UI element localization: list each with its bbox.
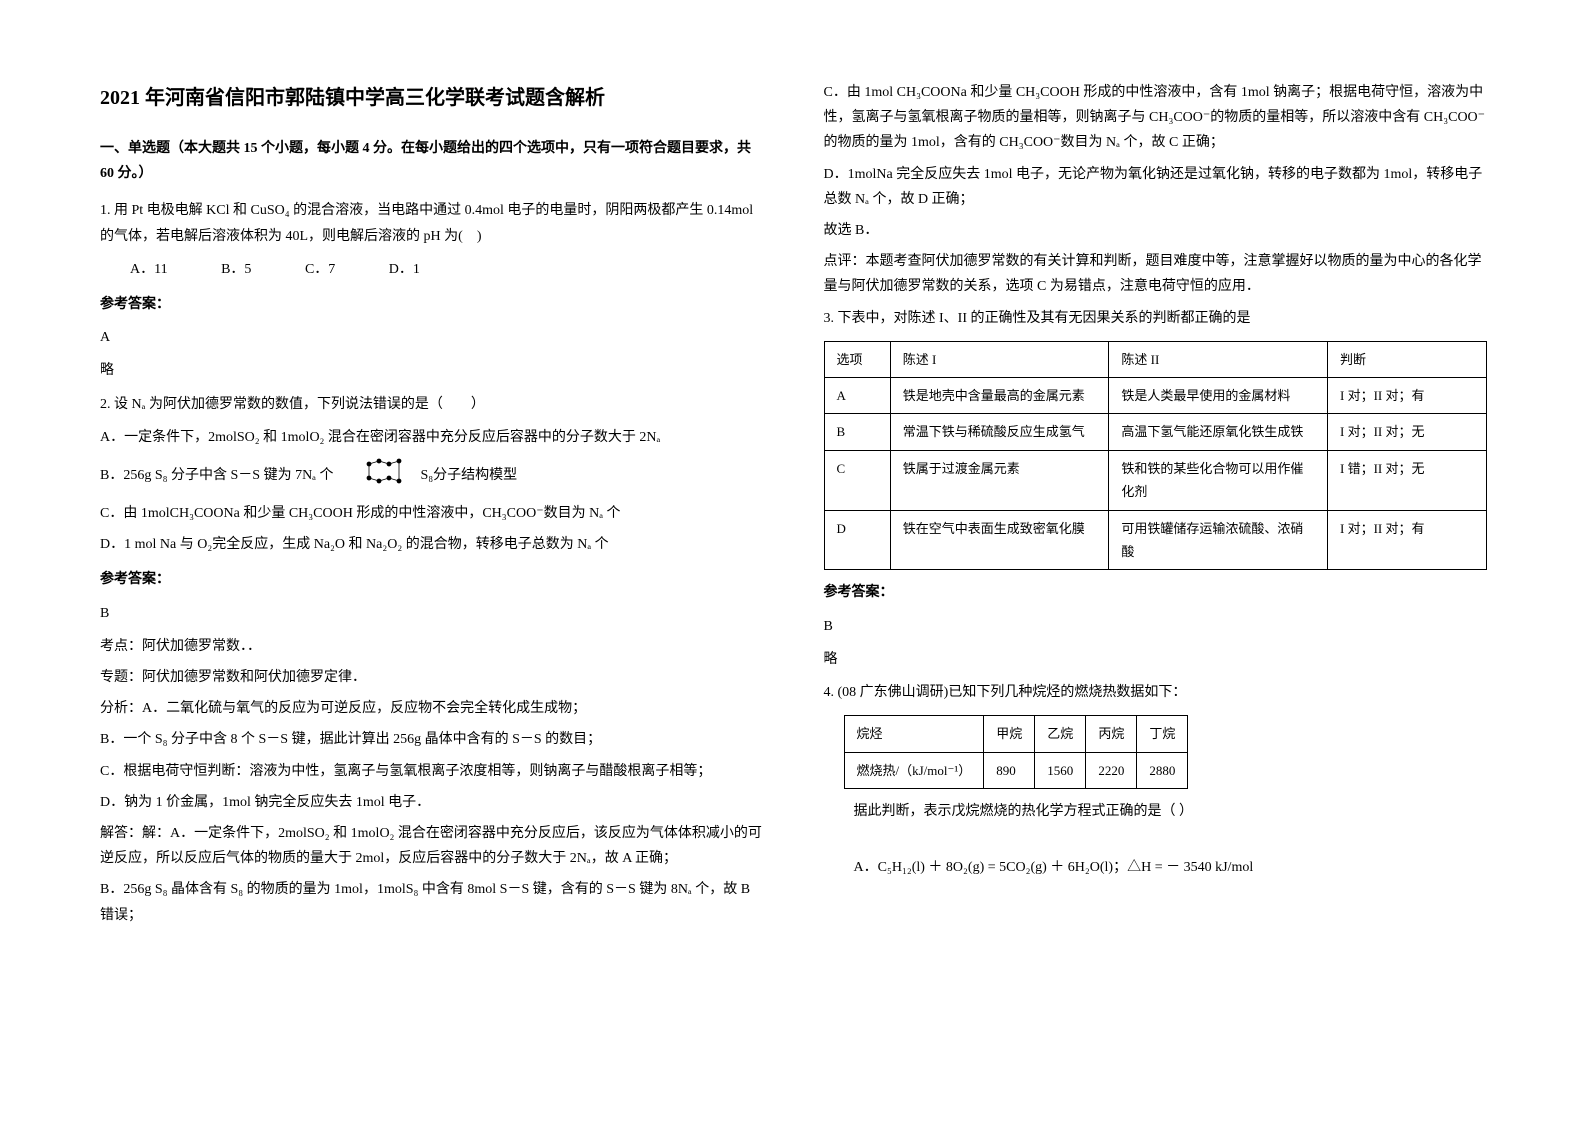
table-cell: 高温下氢气能还原氧化铁生成铁 (1109, 414, 1328, 450)
section-1-header: 一、单选题（本大题共 15 个小题，每小题 4 分。在每小题给出的四个选项中，只… (100, 136, 764, 186)
table-row: D 铁在空气中表面生成致密氧化膜 可用铁罐储存运输浓硫酸、浓硝酸 I 对；II … (824, 510, 1487, 570)
q4-option-a: A．C₅H₁₂(l) ＋ 8O₂(g) = 5CO₂(g) ＋ 6H₂O(l)；… (824, 855, 1488, 880)
table-row: A 铁是地壳中含量最高的金属元素 铁是人类最早使用的金属材料 I 对；II 对；… (824, 378, 1487, 414)
q2-line11: 故选 B． (824, 218, 1488, 243)
table-cell: B (824, 414, 890, 450)
q2-line6: D．钠为 1 价金属，1mol 钠完全反应失去 1mol 电子． (100, 790, 764, 815)
q2-line2: 专题：阿伏加德罗常数和阿伏加德罗定律． (100, 665, 764, 690)
table-cell: A (824, 378, 890, 414)
table-cell: 乙烷 (1035, 716, 1086, 752)
s8-structure-diagram (359, 456, 409, 495)
q1-option-b: B．5 (221, 257, 251, 282)
right-column: C．由 1mol CH₃COONa 和少量 CH₃COOH 形成的中性溶液中，含… (824, 80, 1488, 1042)
q2-option-c: C．由 1molCH₃COONa 和少量 CH₃COOH 形成的中性溶液中，CH… (100, 501, 764, 526)
table-cell: 可用铁罐储存运输浓硫酸、浓硝酸 (1109, 510, 1328, 570)
q1-brief: 略 (100, 358, 764, 383)
q2-line12: 点评：本题考查阿伏加德罗常数的有关计算和判断，题目难度中等，注意掌握好以物质的量… (824, 249, 1488, 299)
q2-option-d: D．1 mol Na 与 O₂完全反应，生成 Na₂O 和 Na₂O₂ 的混合物… (100, 532, 764, 557)
q3-answer-label: 参考答案： (824, 580, 1488, 605)
q2-line4: B．一个 S₈ 分子中含 8 个 S－S 键，据此计算出 256g 晶体中含有的… (100, 727, 764, 752)
table-row: 烷烃 甲烷 乙烷 丙烷 丁烷 (844, 716, 1188, 752)
q2-answer-label: 参考答案： (100, 567, 764, 592)
table-cell: 2880 (1137, 752, 1188, 788)
q2-option-b-prefix: B．256g S₈ 分子中含 S－S 键为 7Nₐ 个 (100, 468, 348, 483)
q1-option-c: C．7 (305, 257, 335, 282)
table-cell: I 对；II 对；有 (1328, 510, 1487, 570)
q2-line9: C．由 1mol CH₃COONa 和少量 CH₃COOH 形成的中性溶液中，含… (824, 80, 1488, 156)
question-2-text: 2. 设 Nₐ 为阿伏加德罗常数的数值，下列说法错误的是（ ） (100, 392, 764, 417)
table-cell: 丙烷 (1086, 716, 1137, 752)
q4-table: 烷烃 甲烷 乙烷 丙烷 丁烷 燃烧热/（kJ/mol⁻¹） 890 1560 2… (844, 715, 1189, 789)
table-cell: 丁烷 (1137, 716, 1188, 752)
table-cell: 铁是地壳中含量最高的金属元素 (890, 378, 1109, 414)
table-cell: 铁和铁的某些化合物可以用作催化剂 (1109, 450, 1328, 510)
table-cell: 1560 (1035, 752, 1086, 788)
document-title: 2021 年河南省信阳市郭陆镇中学高三化学联考试题含解析 (100, 80, 764, 116)
q3-table: 选项 陈述 I 陈述 II 判断 A 铁是地壳中含量最高的金属元素 铁是人类最早… (824, 341, 1488, 571)
table-cell: 890 (984, 752, 1035, 788)
q2-line3: 分析：A．二氧化硫与氧气的反应为可逆反应，反应物不会完全转化成生成物； (100, 696, 764, 721)
q2-option-b: B．256g S₈ 分子中含 S－S 键为 7Nₐ 个 S₈分子结构模型 (100, 456, 764, 495)
q2-answer: B (100, 601, 764, 626)
question-3-text: 3. 下表中，对陈述 I、II 的正确性及其有无因果关系的判断都正确的是 (824, 306, 1488, 331)
q2-line5: C．根据电荷守恒判断：溶液为中性，氢离子与氢氧根离子浓度相等，则钠离子与醋酸根离… (100, 759, 764, 784)
q2-line1: 考点：阿伏加德罗常数．． (100, 634, 764, 659)
table-cell: 铁在空气中表面生成致密氧化膜 (890, 510, 1109, 570)
table-cell: 2220 (1086, 752, 1137, 788)
question-1-text: 1. 用 Pt 电极电解 KCl 和 CuSO₄ 的混合溶液，当电路中通过 0.… (100, 198, 764, 248)
table-cell: 燃烧热/（kJ/mol⁻¹） (844, 752, 984, 788)
q2-line10: D．1molNa 完全反应失去 1mol 电子，无论产物为氧化钠还是过氧化钠，转… (824, 162, 1488, 212)
table-header: 陈述 II (1109, 341, 1328, 377)
table-cell: 铁属于过渡金属元素 (890, 450, 1109, 510)
q1-option-a: A．11 (130, 257, 168, 282)
q2-line8: B．256g S₈ 晶体含有 S₈ 的物质的量为 1mol，1molS₈ 中含有… (100, 877, 764, 927)
q2-option-b-caption: S₈分子结构模型 (421, 468, 518, 483)
table-row: C 铁属于过渡金属元素 铁和铁的某些化合物可以用作催化剂 I 错；II 对；无 (824, 450, 1487, 510)
table-cell: I 对；II 对；有 (1328, 378, 1487, 414)
table-header: 陈述 I (890, 341, 1109, 377)
q3-answer: B (824, 614, 1488, 639)
table-cell: I 错；II 对；无 (1328, 450, 1487, 510)
table-header: 判断 (1328, 341, 1487, 377)
table-cell: D (824, 510, 890, 570)
q1-answer: A (100, 325, 764, 350)
table-cell: C (824, 450, 890, 510)
table-header: 选项 (824, 341, 890, 377)
q4-line2: 据此判断，表示戊烷燃烧的热化学方程式正确的是（ ） (824, 799, 1488, 824)
table-cell: 常温下铁与稀硫酸反应生成氢气 (890, 414, 1109, 450)
left-column: 2021 年河南省信阳市郭陆镇中学高三化学联考试题含解析 一、单选题（本大题共 … (100, 80, 764, 1042)
table-row: 选项 陈述 I 陈述 II 判断 (824, 341, 1487, 377)
table-row: B 常温下铁与稀硫酸反应生成氢气 高温下氢气能还原氧化铁生成铁 I 对；II 对… (824, 414, 1487, 450)
question-4-text: 4. (08 广东佛山调研)已知下列几种烷烃的燃烧热数据如下： (824, 680, 1488, 705)
q1-option-d: D．1 (389, 257, 420, 282)
q2-option-a: A．一定条件下，2molSO₂ 和 1molO₂ 混合在密闭容器中充分反应后容器… (100, 425, 764, 450)
table-row: 燃烧热/（kJ/mol⁻¹） 890 1560 2220 2880 (844, 752, 1188, 788)
table-cell: 甲烷 (984, 716, 1035, 752)
table-cell: 烷烃 (844, 716, 984, 752)
question-1-options: A．11 B．5 C．7 D．1 (100, 257, 764, 282)
q3-brief: 略 (824, 647, 1488, 672)
q2-line7: 解答：解：A．一定条件下，2molSO₂ 和 1molO₂ 混合在密闭容器中充分… (100, 821, 764, 871)
table-cell: 铁是人类最早使用的金属材料 (1109, 378, 1328, 414)
table-cell: I 对；II 对；无 (1328, 414, 1487, 450)
q1-answer-label: 参考答案： (100, 292, 764, 317)
